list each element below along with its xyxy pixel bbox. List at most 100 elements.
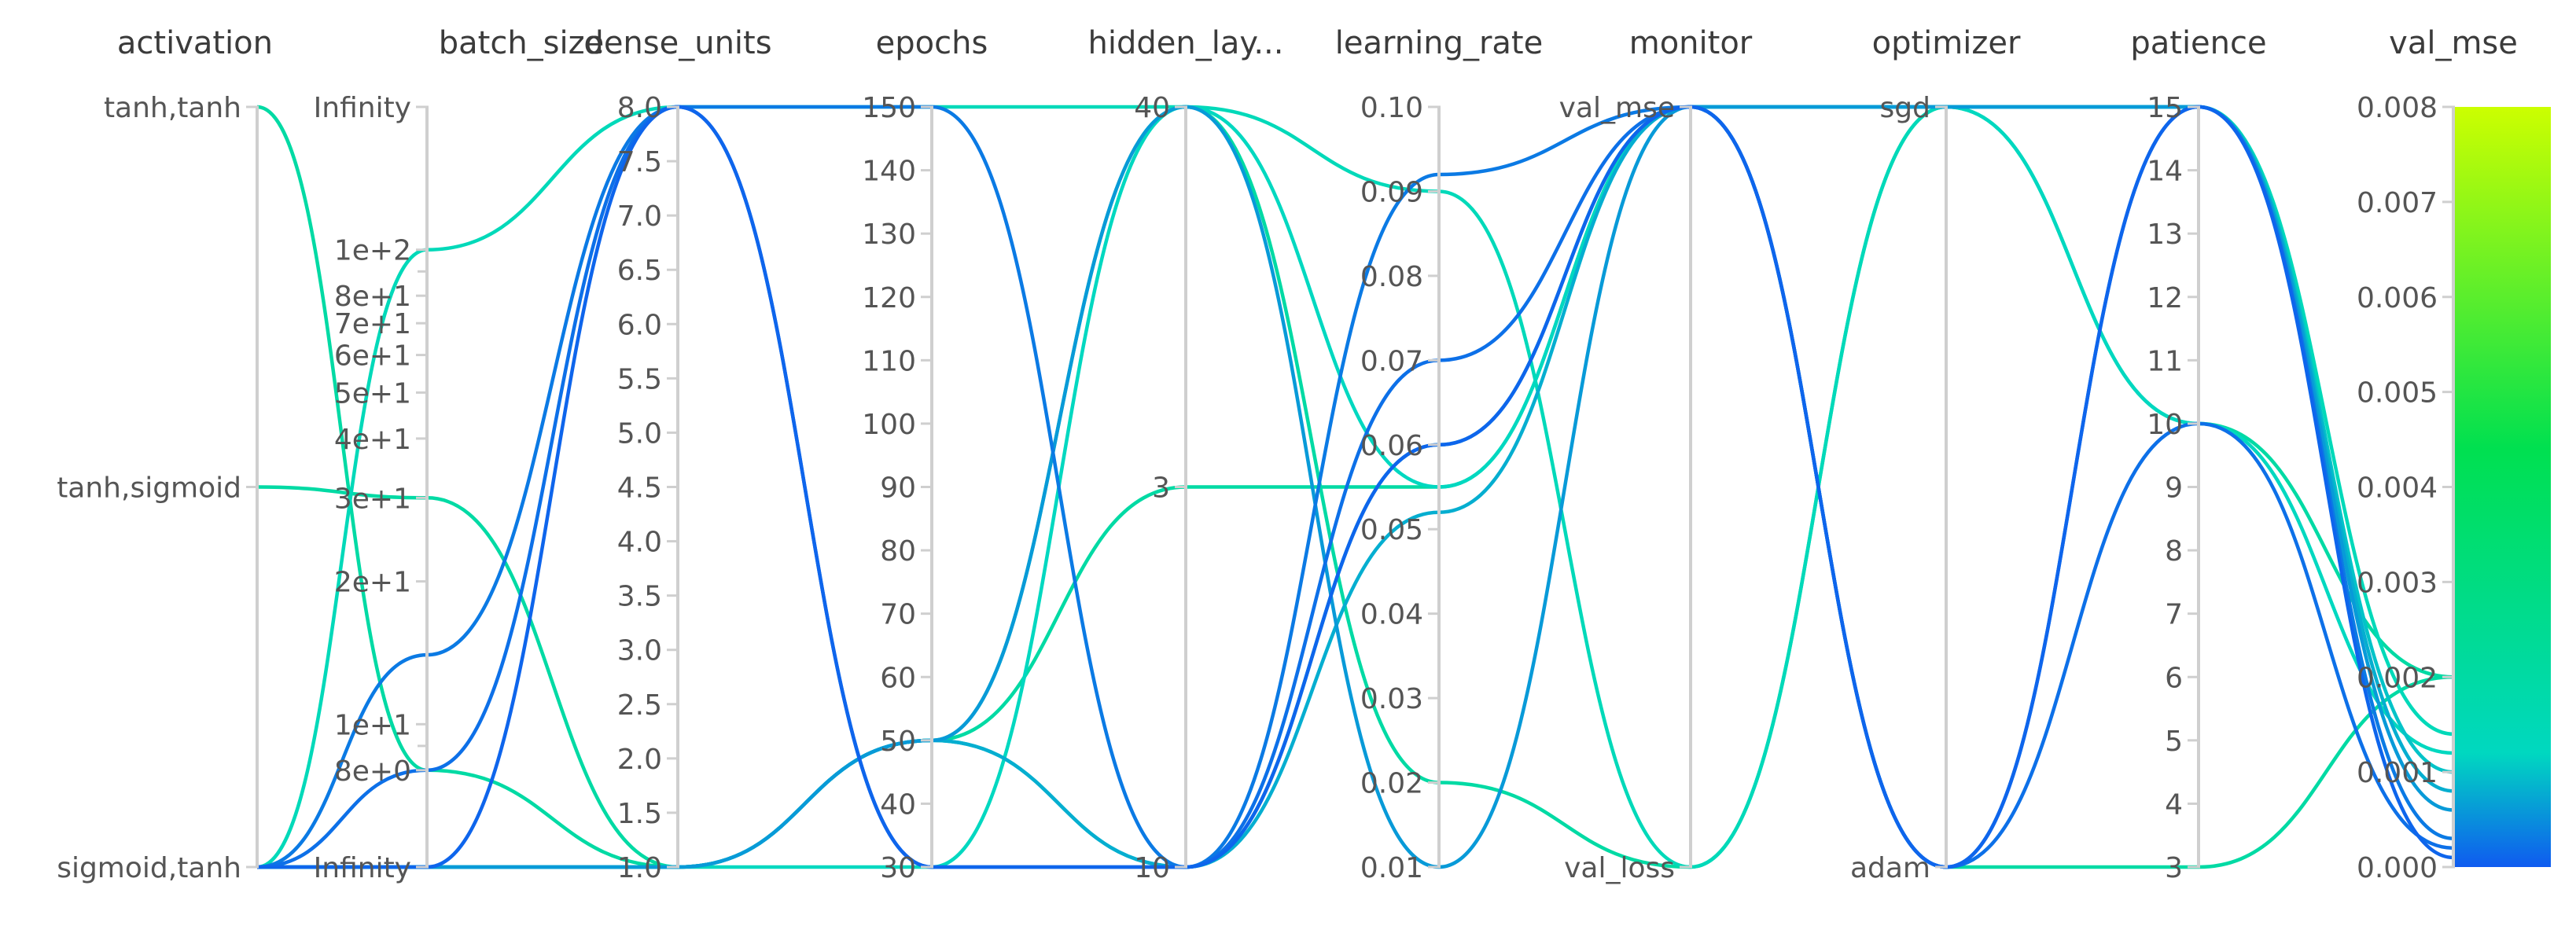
tick-label-activation: tanh,sigmoid [57, 472, 241, 505]
tick-label-monitor: val_loss [1564, 852, 1675, 884]
tick-label-epochs: 60 [880, 662, 916, 694]
tick-label-epochs: 90 [880, 472, 916, 505]
tick-label-batch_size: Infinity [314, 92, 411, 124]
tick-label-batch_size: 6e+1 [334, 340, 411, 373]
axis-optimizer: optimizer sgd adam [1850, 25, 2021, 884]
tick-label-batch_size: 8e+1 [334, 281, 411, 313]
axis-title-monitor: monitor [1629, 25, 1753, 61]
tick-label-optimizer: sgd [1880, 92, 1930, 124]
tick-label-epochs: 100 [862, 409, 916, 441]
tick-label-dense_units: 3.0 [617, 635, 662, 667]
tick-label-val_mse: 0.006 [2357, 282, 2438, 314]
axis-title-activation: activation [117, 25, 273, 61]
axis-epochs: epochs 150 140 130 120 110 100 90 80 70 60 50 40 30 [862, 25, 988, 884]
axis-title-optimizer: optimizer [1872, 25, 2021, 61]
tick-label-monitor: val_mse [1559, 92, 1675, 124]
tick-label-dense_units: 5.5 [617, 363, 662, 395]
tick-label-learning_rate: 0.07 [1360, 345, 1423, 377]
tick-label-patience: 12 [2147, 282, 2183, 314]
tick-label-patience: 4 [2165, 788, 2183, 821]
run-lines [256, 105, 2454, 869]
tick-label-patience: 13 [2147, 219, 2183, 251]
tick-label-dense_units: 1.5 [617, 798, 662, 830]
tick-label-learning_rate: 0.08 [1360, 261, 1423, 293]
axis-activation: activation tanh,tanh tanh,sigmoid sigmoid,t… [57, 25, 273, 884]
axis-title-patience: patience [2130, 25, 2266, 61]
tick-label-val_mse: 0.001 [2357, 757, 2438, 789]
tick-label-val_mse: 0.005 [2357, 377, 2438, 410]
run-line-2 [256, 105, 2454, 869]
tick-label-dense_units: 4.0 [617, 527, 662, 559]
tick-label-val_mse: 0.007 [2357, 187, 2438, 219]
tick-label-dense_units: 5.0 [617, 417, 662, 450]
tick-label-hidden_layers: 10 [1134, 852, 1170, 884]
run-line-7 [257, 105, 2454, 869]
tick-label-patience: 9 [2165, 472, 2183, 505]
tick-label-patience: 11 [2147, 345, 2183, 377]
tick-label-batch_size: 8e+0 [334, 755, 411, 788]
tick-label-dense_units: 8.0 [617, 92, 662, 124]
axis-patience: patience 15 14 13 12 11 10 9 8 7 6 5 4 3 [2130, 25, 2266, 884]
tick-label-epochs: 120 [862, 282, 916, 314]
run-line-4 [257, 105, 2454, 869]
tick-label-learning_rate: 0.09 [1360, 176, 1423, 208]
tick-label-dense_units: 7.0 [617, 200, 662, 233]
tick-label-patience: 8 [2165, 535, 2183, 568]
tick-label-val_mse: 0.008 [2357, 92, 2438, 124]
tick-label-val_mse: 0.000 [2357, 852, 2438, 884]
tick-label-batch_size: 4e+1 [334, 424, 411, 456]
tick-label-patience: 14 [2147, 156, 2183, 188]
tick-label-learning_rate: 0.10 [1360, 92, 1423, 124]
tick-label-learning_rate: 0.01 [1360, 852, 1423, 884]
tick-label-hidden_layers: 40 [1134, 92, 1170, 124]
tick-label-patience: 7 [2165, 599, 2183, 631]
axis-title-learning_rate: learning_rate [1335, 25, 1543, 61]
axis-dense_units: dense_units 8.0 7.5 7.0 6.5 6.0 5.5 5.0 4.5 4.0 3.… [583, 25, 771, 884]
tick-label-activation: sigmoid,tanh [57, 852, 241, 884]
axis-learning_rate: learning_rate 0.10 0.09 0.08 0.07 0.06 0.05 0.0… [1335, 25, 1543, 884]
tick-label-batch_size: 1e+1 [334, 709, 411, 741]
axis-title-batch_size: batch_size [439, 25, 605, 61]
tick-label-batch_size: 1e+2 [334, 235, 411, 267]
tick-label-batch_size: 3e+1 [334, 483, 411, 515]
axis-title-dense_units: dense_units [583, 25, 771, 61]
tick-label-dense_units: 1.0 [617, 852, 662, 884]
axis-val_mse: val_mse 0.008 0.007 0.006 0.005 0.004 0.003 0.0… [2357, 25, 2551, 884]
tick-label-learning_rate: 0.02 [1360, 768, 1423, 800]
tick-label-dense_units: 4.5 [617, 472, 662, 505]
tick-label-dense_units: 2.5 [617, 689, 662, 722]
axis-title-epochs: epochs [876, 25, 988, 61]
tick-label-patience: 3 [2165, 852, 2183, 884]
tick-label-batch_size: 2e+1 [334, 567, 411, 599]
axis-title-hidden_layers: hidden_lay... [1088, 25, 1284, 61]
run-line-9 [256, 105, 2454, 869]
tick-label-val_mse: 0.003 [2357, 567, 2438, 599]
tick-label-batch_size: 7e+1 [334, 308, 411, 340]
tick-label-activation: tanh,tanh [104, 92, 241, 124]
tick-label-epochs: 140 [862, 156, 916, 188]
tick-label-batch_size: Infinity [314, 852, 411, 884]
tick-label-patience: 6 [2165, 662, 2183, 694]
tick-label-patience: 15 [2147, 92, 2183, 124]
axis-batch_size: batch_size Infinity 1e+2 8e+17e+16e+1 5e+1 4e… [314, 25, 605, 884]
tick-label-dense_units: 6.5 [617, 255, 662, 287]
axes: activation tanh,tanh tanh,sigmoid sigmoid,t… [57, 25, 2551, 884]
tick-label-dense_units: 6.0 [617, 309, 662, 341]
axis-monitor: monitor val_mse val_loss [1559, 25, 1753, 884]
tick-label-learning_rate: 0.05 [1360, 514, 1423, 546]
tick-label-val_mse: 0.004 [2357, 472, 2438, 505]
axis-hidden_layers: hidden_lay... 40 3 10 [1088, 25, 1284, 884]
tick-label-learning_rate: 0.04 [1360, 599, 1423, 631]
color-bar [2453, 107, 2551, 867]
tick-label-patience: 5 [2165, 726, 2183, 758]
tick-label-optimizer: adam [1850, 852, 1930, 884]
tick-label-dense_units: 7.5 [617, 146, 662, 178]
axis-title-val_mse: val_mse [2389, 25, 2518, 61]
tick-label-epochs: 40 [880, 788, 916, 821]
tick-label-epochs: 80 [880, 535, 916, 568]
tick-label-dense_units: 3.5 [617, 581, 662, 613]
tick-label-hidden_layers: 3 [1152, 472, 1170, 505]
tick-label-epochs: 150 [862, 92, 916, 124]
